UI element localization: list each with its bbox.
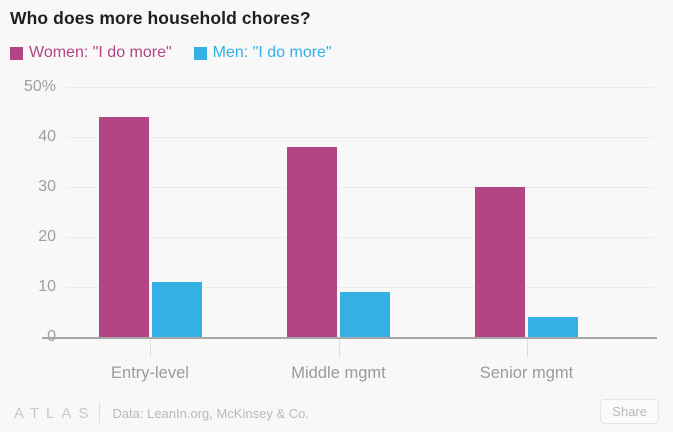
legend-label-women: Women: "I do more" xyxy=(29,44,172,61)
legend-swatch-women xyxy=(10,46,23,60)
x-axis-label-1: Entry-level xyxy=(111,364,189,382)
y-axis-label-30: 30 xyxy=(38,178,56,195)
y-axis-label-0: 0 xyxy=(10,327,56,347)
atlas-logo: ATLAS xyxy=(14,404,96,422)
y-axis-label-40: 40 xyxy=(38,128,56,145)
x-axis-label-2: Middle mgmt xyxy=(291,364,386,382)
source-credit: Data: LeanIn.org, McKinsey & Co. xyxy=(112,405,309,421)
y-axis-label-10: 10 xyxy=(38,278,56,295)
x-tick-1 xyxy=(150,337,151,357)
bar-men-1 xyxy=(151,282,202,337)
footer-divider xyxy=(99,403,101,423)
x-tick-3 xyxy=(526,337,528,357)
chart-legend: Women: "I do more" Men: "I do more" xyxy=(10,44,354,62)
x-axis-label-3: Senior mgmt xyxy=(479,364,574,382)
gridline-50 xyxy=(66,87,654,88)
legend-label-men: Men: "I do more" xyxy=(212,44,332,61)
gridline-10 xyxy=(66,287,654,288)
gridline-40 xyxy=(66,137,654,138)
bar-women-1 xyxy=(98,117,149,337)
bar-women-2 xyxy=(287,147,337,337)
bar-women-3 xyxy=(475,187,525,337)
footer: ATLAS Data: LeanIn.org, McKinsey & Co. xyxy=(0,394,673,432)
gridline-30 xyxy=(66,187,654,188)
x-tick-2 xyxy=(338,337,340,357)
legend-swatch-men xyxy=(193,46,207,60)
y-axis-label-20: 20 xyxy=(38,228,56,245)
legend-item-women: Women: "I do more" xyxy=(10,44,172,62)
gridline-20 xyxy=(66,237,654,238)
y-axis-label-50: 50% xyxy=(23,78,56,95)
bar-men-3 xyxy=(528,317,578,337)
chart-title: Who does more household chores? xyxy=(10,8,311,28)
legend-item-men: Men: "I do more" xyxy=(193,44,332,62)
share-button[interactable]: Share xyxy=(600,399,659,424)
x-axis-line xyxy=(42,337,657,339)
bar-men-2 xyxy=(340,292,390,337)
